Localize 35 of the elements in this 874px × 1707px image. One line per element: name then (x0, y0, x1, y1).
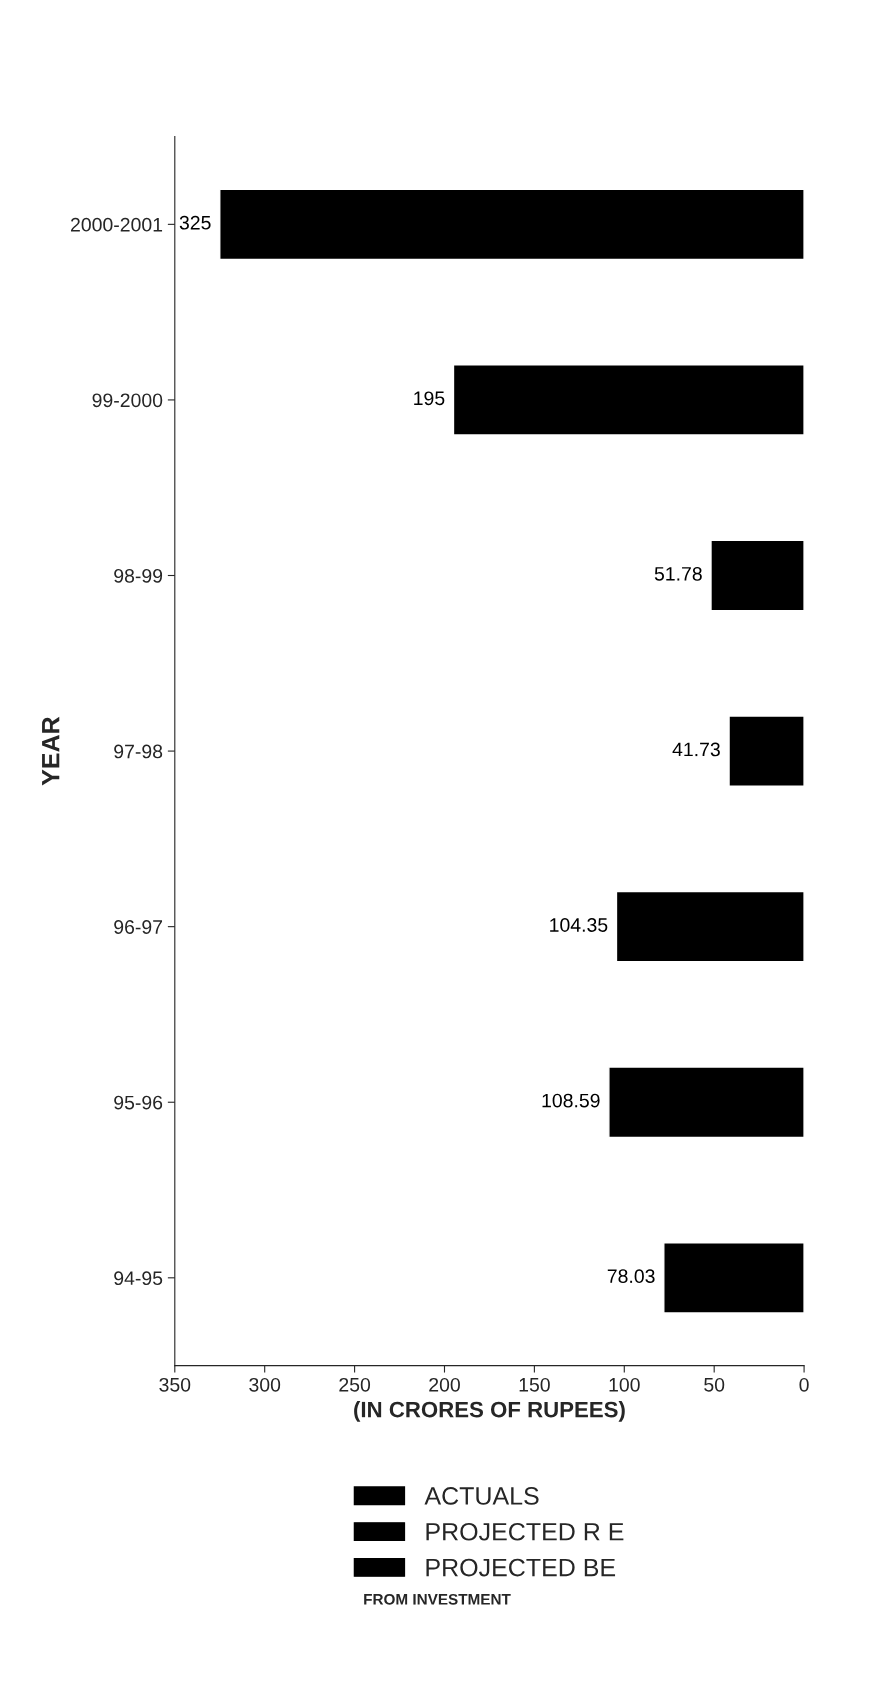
bar (728, 715, 805, 787)
data-label: 195 (414, 391, 445, 406)
y-tick-label: 95-96 (114, 1095, 163, 1110)
x-axis-title: (IN CRORES OF RUPEES) (354, 1401, 625, 1422)
y-tick-label: 94-95 (114, 1271, 163, 1286)
y-tick-label: 97-98 (114, 744, 163, 759)
y-tick-label: 2000-2001 (70, 217, 163, 232)
legend-label: ACTUALS (424, 1487, 539, 1505)
x-tick-label: 50 (704, 1377, 725, 1392)
bar (615, 890, 805, 963)
data-label: 51.78 (654, 566, 702, 581)
x-tick-label: 0 (799, 1377, 809, 1392)
data-label: 41.73 (672, 742, 720, 757)
bar (219, 188, 805, 261)
y-tick-label: 98-99 (114, 568, 163, 583)
data-label: 325 (179, 215, 211, 230)
x-tick-label: 250 (339, 1377, 371, 1392)
y-tick-label: 96-97 (114, 920, 163, 934)
legend-label: PROJECTED BE (426, 1558, 616, 1577)
data-label: 104.35 (550, 918, 608, 932)
x-tick-label: 300 (249, 1377, 281, 1392)
y-tick-label: 99-2000 (92, 393, 163, 408)
bar (452, 364, 805, 436)
bar (663, 1242, 805, 1314)
y-axis-title: YEAR (42, 716, 60, 786)
bar (710, 539, 805, 612)
data-label: 108.59 (542, 1093, 600, 1108)
text: FROM INVESTMENT (364, 1593, 511, 1605)
x-tick-label: 200 (429, 1377, 460, 1392)
legend-label: PROJECTED R E (426, 1522, 624, 1541)
x-tick-label: 350 (159, 1377, 191, 1392)
x-tick-label: 150 (519, 1377, 550, 1392)
x-tick-label: 100 (609, 1377, 640, 1392)
data-label: 78.03 (607, 1269, 655, 1284)
bar (608, 1066, 805, 1139)
